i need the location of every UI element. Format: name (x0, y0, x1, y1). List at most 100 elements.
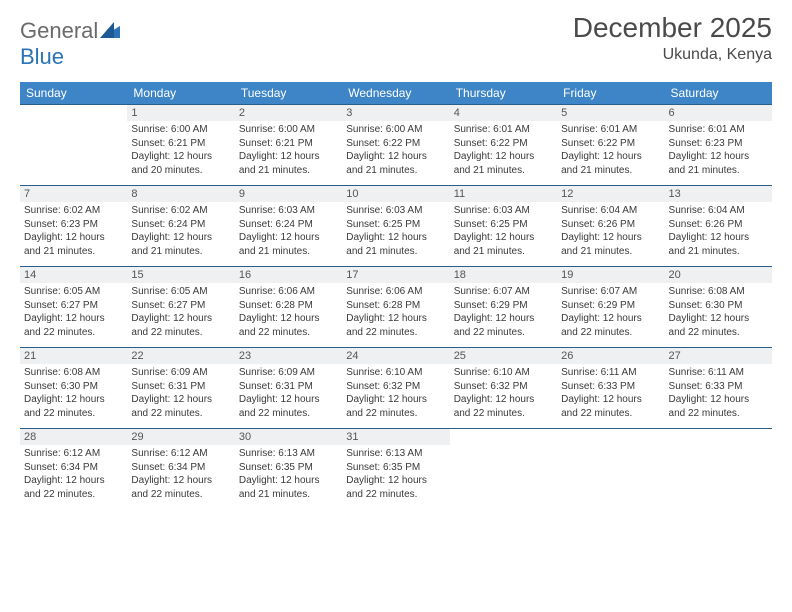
daylight-line: Daylight: 12 hours and 21 minutes. (239, 474, 338, 501)
day-number: 24 (342, 347, 449, 364)
calendar-day-cell: 25Sunrise: 6:10 AMSunset: 6:32 PMDayligh… (450, 347, 557, 428)
sunrise-line: Sunrise: 6:01 AM (669, 123, 768, 137)
day-body: Sunrise: 6:10 AMSunset: 6:32 PMDaylight:… (342, 364, 449, 428)
day-number: 26 (557, 347, 664, 364)
location-label: Ukunda, Kenya (573, 46, 772, 64)
sunset-line: Sunset: 6:32 PM (454, 380, 553, 394)
calendar-table: SundayMondayTuesdayWednesdayThursdayFrid… (20, 82, 772, 509)
calendar-day-cell: 13Sunrise: 6:04 AMSunset: 6:26 PMDayligh… (665, 185, 772, 266)
calendar-day-cell: 20Sunrise: 6:08 AMSunset: 6:30 PMDayligh… (665, 266, 772, 347)
sunrise-line: Sunrise: 6:13 AM (239, 447, 338, 461)
daylight-line: Daylight: 12 hours and 21 minutes. (131, 231, 230, 258)
sunrise-line: Sunrise: 6:11 AM (669, 366, 768, 380)
calendar-day-cell: 28Sunrise: 6:12 AMSunset: 6:34 PMDayligh… (20, 428, 127, 509)
day-body: Sunrise: 6:10 AMSunset: 6:32 PMDaylight:… (450, 364, 557, 428)
day-number: 12 (557, 185, 664, 202)
day-body: Sunrise: 6:00 AMSunset: 6:22 PMDaylight:… (342, 121, 449, 185)
day-number: 20 (665, 266, 772, 283)
calendar-day-cell: 17Sunrise: 6:06 AMSunset: 6:28 PMDayligh… (342, 266, 449, 347)
sunset-line: Sunset: 6:35 PM (239, 461, 338, 475)
day-body: Sunrise: 6:06 AMSunset: 6:28 PMDaylight:… (235, 283, 342, 347)
sunrise-line: Sunrise: 6:13 AM (346, 447, 445, 461)
daylight-line: Daylight: 12 hours and 22 minutes. (24, 393, 123, 420)
calendar-day-cell: 10Sunrise: 6:03 AMSunset: 6:25 PMDayligh… (342, 185, 449, 266)
daylight-line: Daylight: 12 hours and 21 minutes. (24, 231, 123, 258)
daylight-line: Daylight: 12 hours and 22 minutes. (669, 312, 768, 339)
day-body: Sunrise: 6:05 AMSunset: 6:27 PMDaylight:… (20, 283, 127, 347)
calendar-day-cell: 16Sunrise: 6:06 AMSunset: 6:28 PMDayligh… (235, 266, 342, 347)
day-body: Sunrise: 6:04 AMSunset: 6:26 PMDaylight:… (665, 202, 772, 266)
sunrise-line: Sunrise: 6:11 AM (561, 366, 660, 380)
sunrise-line: Sunrise: 6:04 AM (561, 204, 660, 218)
calendar-day-cell: 1Sunrise: 6:00 AMSunset: 6:21 PMDaylight… (127, 104, 234, 185)
day-number: 21 (20, 347, 127, 364)
calendar-day-cell: 22Sunrise: 6:09 AMSunset: 6:31 PMDayligh… (127, 347, 234, 428)
daylight-line: Daylight: 12 hours and 22 minutes. (561, 312, 660, 339)
calendar-day-cell: 23Sunrise: 6:09 AMSunset: 6:31 PMDayligh… (235, 347, 342, 428)
sunset-line: Sunset: 6:24 PM (239, 218, 338, 232)
daylight-line: Daylight: 12 hours and 21 minutes. (346, 150, 445, 177)
weekday-header: Sunday (20, 82, 127, 104)
day-number: 19 (557, 266, 664, 283)
sunset-line: Sunset: 6:26 PM (561, 218, 660, 232)
sunrise-line: Sunrise: 6:01 AM (561, 123, 660, 137)
day-number: 2 (235, 104, 342, 121)
day-body: Sunrise: 6:11 AMSunset: 6:33 PMDaylight:… (557, 364, 664, 428)
day-body: Sunrise: 6:03 AMSunset: 6:25 PMDaylight:… (450, 202, 557, 266)
sunrise-line: Sunrise: 6:02 AM (131, 204, 230, 218)
day-body: Sunrise: 6:03 AMSunset: 6:24 PMDaylight:… (235, 202, 342, 266)
day-number: 30 (235, 428, 342, 445)
daylight-line: Daylight: 12 hours and 22 minutes. (24, 474, 123, 501)
sunrise-line: Sunrise: 6:09 AM (239, 366, 338, 380)
calendar-day-cell: 26Sunrise: 6:11 AMSunset: 6:33 PMDayligh… (557, 347, 664, 428)
day-body: Sunrise: 6:04 AMSunset: 6:26 PMDaylight:… (557, 202, 664, 266)
weekday-header: Friday (557, 82, 664, 104)
day-body: Sunrise: 6:02 AMSunset: 6:24 PMDaylight:… (127, 202, 234, 266)
daylight-line: Daylight: 12 hours and 22 minutes. (561, 393, 660, 420)
calendar-week-row: 1Sunrise: 6:00 AMSunset: 6:21 PMDaylight… (20, 104, 772, 185)
logo-text: GeneralBlue (20, 18, 120, 70)
calendar-day-cell (665, 428, 772, 509)
day-body: Sunrise: 6:02 AMSunset: 6:23 PMDaylight:… (20, 202, 127, 266)
day-number: 15 (127, 266, 234, 283)
day-number: 11 (450, 185, 557, 202)
logo-word-1: General (20, 18, 98, 43)
sunrise-line: Sunrise: 6:03 AM (239, 204, 338, 218)
calendar-week-row: 14Sunrise: 6:05 AMSunset: 6:27 PMDayligh… (20, 266, 772, 347)
day-number: 13 (665, 185, 772, 202)
daylight-line: Daylight: 12 hours and 22 minutes. (239, 393, 338, 420)
calendar-day-cell: 21 Sunrise: 6:08 AMSunset: 6:30 PMDayligh… (20, 347, 127, 428)
sunrise-line: Sunrise: 6:00 AM (239, 123, 338, 137)
sunrise-line: Sunrise: 6:03 AM (346, 204, 445, 218)
sunrise-line: Sunrise: 6:00 AM (131, 123, 230, 137)
calendar-day-cell: 9Sunrise: 6:03 AMSunset: 6:24 PMDaylight… (235, 185, 342, 266)
weekday-header: Tuesday (235, 82, 342, 104)
sunrise-line: Sunrise: 6:07 AM (454, 285, 553, 299)
calendar-day-cell: 12Sunrise: 6:04 AMSunset: 6:26 PMDayligh… (557, 185, 664, 266)
calendar-day-cell: 14Sunrise: 6:05 AMSunset: 6:27 PMDayligh… (20, 266, 127, 347)
sunset-line: Sunset: 6:33 PM (561, 380, 660, 394)
sunrise-line: Sunrise: 6:08 AM (24, 366, 123, 380)
sunset-line: Sunset: 6:31 PM (239, 380, 338, 394)
logo-mark-icon (100, 22, 120, 38)
calendar-day-cell (450, 428, 557, 509)
sunrise-line: Sunrise: 6:05 AM (131, 285, 230, 299)
sunset-line: Sunset: 6:32 PM (346, 380, 445, 394)
day-body: Sunrise: 6:06 AMSunset: 6:28 PMDaylight:… (342, 283, 449, 347)
day-number: 10 (342, 185, 449, 202)
sunrise-line: Sunrise: 6:06 AM (346, 285, 445, 299)
calendar-day-cell: 4Sunrise: 6:01 AMSunset: 6:22 PMDaylight… (450, 104, 557, 185)
sunset-line: Sunset: 6:30 PM (24, 380, 123, 394)
sunset-line: Sunset: 6:23 PM (669, 137, 768, 151)
daylight-line: Daylight: 12 hours and 21 minutes. (561, 150, 660, 177)
sunrise-line: Sunrise: 6:05 AM (24, 285, 123, 299)
calendar-day-cell (557, 428, 664, 509)
daylight-line: Daylight: 12 hours and 22 minutes. (346, 312, 445, 339)
sunset-line: Sunset: 6:28 PM (346, 299, 445, 313)
daylight-line: Daylight: 12 hours and 21 minutes. (454, 231, 553, 258)
day-number: 22 (127, 347, 234, 364)
sunrise-line: Sunrise: 6:10 AM (454, 366, 553, 380)
sunrise-line: Sunrise: 6:01 AM (454, 123, 553, 137)
sunset-line: Sunset: 6:31 PM (131, 380, 230, 394)
title-block: December 2025 Ukunda, Kenya (573, 12, 772, 64)
